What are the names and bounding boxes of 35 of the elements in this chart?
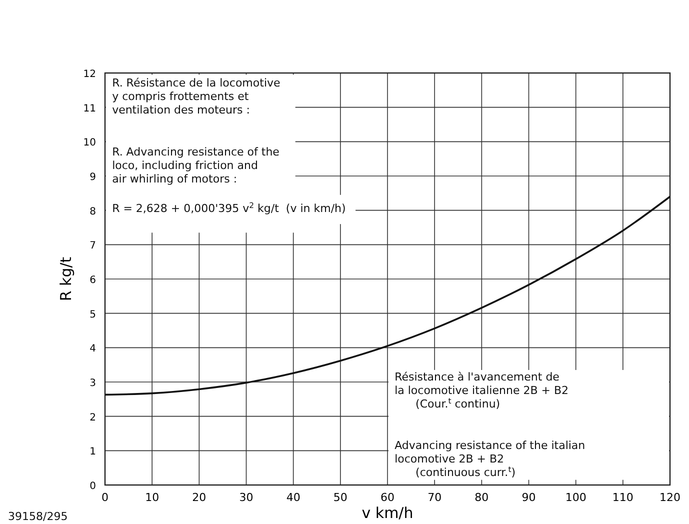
annotation: Advancing resistance of the italian locomotive 2B + B2 (continuous curr.$^{t}$) <box>394 438 586 479</box>
y-tick-label: 1 <box>90 446 96 458</box>
y-tick-label: 7 <box>90 240 96 252</box>
x-tick-label: 70 <box>428 491 442 504</box>
x-tick-label: 110 <box>612 491 634 504</box>
x-tick-label: 0 <box>102 491 108 504</box>
annotation: Résistance à l'avancement de la locomotive italienne 2B + B2 (Cour.$^{t}$ continu) <box>394 370 569 410</box>
y-tick-label: 3 <box>90 378 96 389</box>
y-tick-label: 4 <box>90 344 96 355</box>
x-axis-title: v km/h <box>362 504 414 522</box>
x-tick-label: 60 <box>380 491 394 504</box>
y-tick-label: 0 <box>90 481 96 492</box>
x-tick-label: 30 <box>239 491 254 504</box>
x-tick-label: 90 <box>522 491 536 504</box>
line-series <box>104 196 671 396</box>
x-tick-label: 120 <box>660 491 680 504</box>
y-tick-label: 11 <box>83 103 96 114</box>
x-tick-label: 100 <box>565 491 586 504</box>
x-tick-label: 20 <box>192 491 206 504</box>
x-tick-label: 50 <box>333 491 348 504</box>
y-axis-title: R kg/t <box>57 256 75 302</box>
y-tick-label: 5 <box>90 309 96 320</box>
x-tick-label: 10 <box>145 491 160 504</box>
annotation: R. Advancing resistance of the loco, including friction and air whirling of motors : <box>112 145 280 186</box>
annotation: R. Résistance de la locomotive y compris frottements et ventilation des moteurs : <box>112 76 281 117</box>
y-tick-label: 9 <box>90 172 96 183</box>
y-tick-label: 8 <box>90 206 96 218</box>
text: 39158/295 <box>8 510 68 523</box>
x-tick-label: 80 <box>474 491 489 504</box>
annotation: R = 2,628 + 0,000'395 v$^{2}$ kg/t (v in km/h) <box>112 200 346 216</box>
y-tick-label: 2 <box>90 412 96 424</box>
y-tick-label: 6 <box>90 275 96 286</box>
y-tick-label: 10 <box>83 138 96 149</box>
y-tick-label: 12 <box>83 69 96 80</box>
x-tick-label: 40 <box>286 491 300 504</box>
